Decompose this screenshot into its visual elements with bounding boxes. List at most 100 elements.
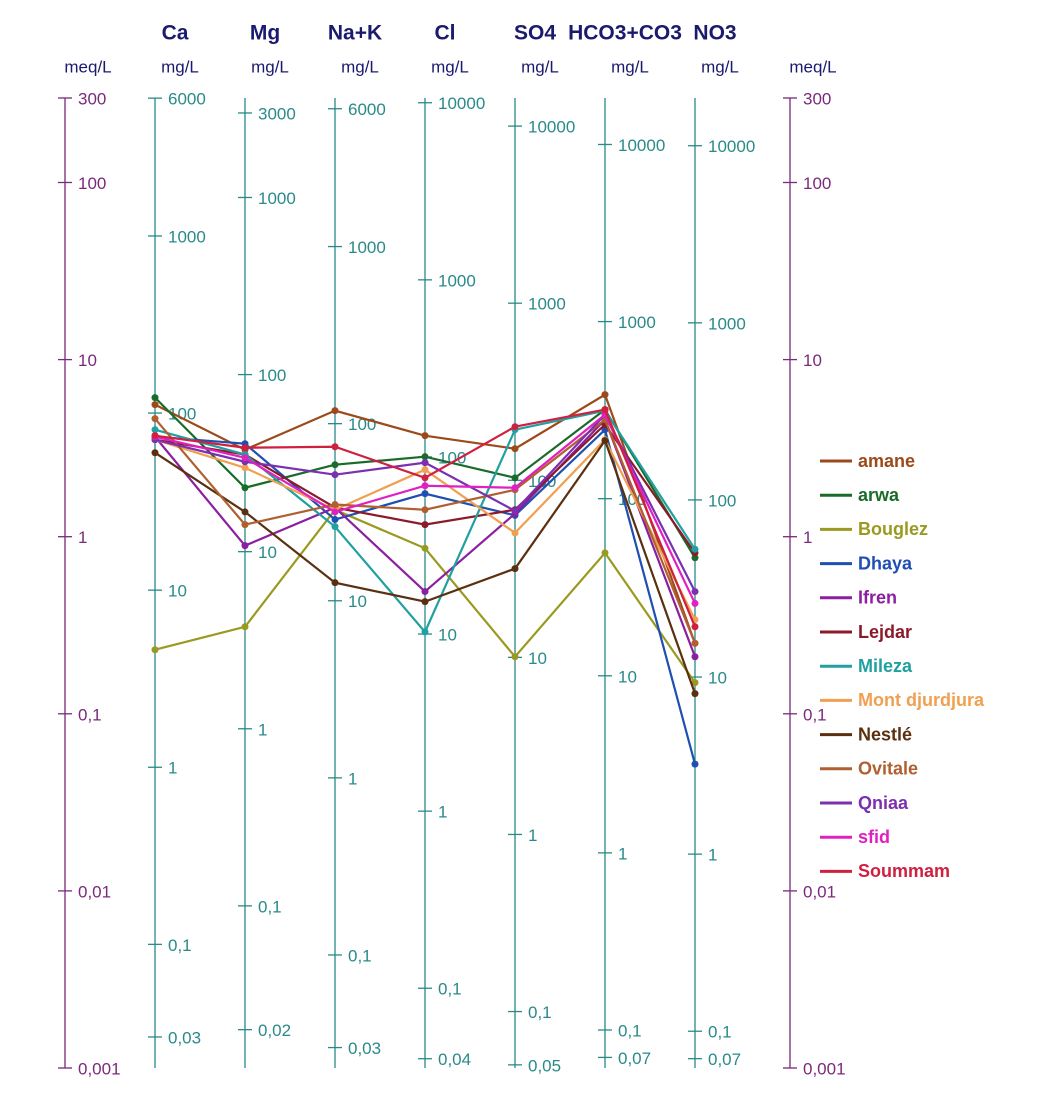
axis-unit: mg/L xyxy=(251,57,289,76)
legend-label: Bouglez xyxy=(858,519,928,539)
data-point xyxy=(511,565,519,573)
data-point xyxy=(691,639,699,647)
y-tick-label: 100 xyxy=(78,174,106,193)
data-point xyxy=(691,760,699,768)
data-point xyxy=(421,598,429,606)
y-tick-label: 1000 xyxy=(528,295,566,314)
data-point xyxy=(151,394,159,402)
legend-label: Ovitale xyxy=(858,759,918,779)
ion-label: SO4 xyxy=(514,22,556,45)
y-tick-label: 0,001 xyxy=(78,1059,121,1078)
data-point xyxy=(331,508,339,516)
data-point xyxy=(511,423,519,431)
data-point xyxy=(511,484,519,492)
axis-unit: mg/L xyxy=(341,57,379,76)
data-point xyxy=(601,406,609,414)
data-point xyxy=(331,461,339,469)
y-tick-label: 300 xyxy=(803,89,831,108)
y-tick-label: 0,07 xyxy=(708,1050,741,1069)
y-tick-label: 1 xyxy=(528,826,537,845)
y-tick-label: 1000 xyxy=(618,313,656,332)
y-tick-label: 1 xyxy=(168,759,177,778)
data-point xyxy=(421,506,429,514)
data-point xyxy=(151,449,159,457)
y-tick-label: 10 xyxy=(168,582,187,601)
axis-unit: mg/L xyxy=(161,57,199,76)
data-point xyxy=(421,432,429,440)
legend-label: arwa xyxy=(858,485,900,505)
data-point xyxy=(331,579,339,587)
ion-label: Na+K xyxy=(328,22,382,45)
y-tick-label: 10000 xyxy=(438,94,485,113)
y-tick-label: 0,1 xyxy=(528,1003,552,1022)
legend-label: amane xyxy=(858,451,915,471)
data-point xyxy=(691,588,699,596)
legend-label: Lejdar xyxy=(858,622,912,642)
axis-unit: meq/L xyxy=(64,57,111,76)
data-point xyxy=(691,690,699,698)
y-tick-label: 1 xyxy=(438,803,447,822)
data-point xyxy=(241,454,249,462)
data-point xyxy=(241,542,249,550)
y-tick-label: 10 xyxy=(708,669,727,688)
ion-label: HCO3+CO3 xyxy=(568,22,682,45)
axis-unit: mg/L xyxy=(611,57,649,76)
y-tick-label: 10 xyxy=(618,667,637,686)
y-tick-label: 0,07 xyxy=(618,1049,651,1068)
y-tick-label: 6000 xyxy=(348,100,386,119)
axis-unit: mg/L xyxy=(431,57,469,76)
data-point xyxy=(601,391,609,399)
axis-unit: mg/L xyxy=(701,57,739,76)
data-point xyxy=(151,401,159,409)
data-point xyxy=(691,679,699,687)
y-tick-label: 0,01 xyxy=(78,882,111,901)
y-tick-label: 0,1 xyxy=(258,897,282,916)
legend-label: Dhaya xyxy=(858,553,913,573)
data-point xyxy=(241,508,249,516)
legend-label: Soummam xyxy=(858,861,950,881)
data-point xyxy=(691,554,699,562)
y-tick-label: 0,1 xyxy=(618,1021,642,1040)
y-tick-label: 10000 xyxy=(528,118,575,137)
data-point xyxy=(151,415,159,423)
data-point xyxy=(151,432,159,440)
y-tick-label: 1 xyxy=(258,720,267,739)
y-tick-label: 0,03 xyxy=(168,1028,201,1047)
data-point xyxy=(241,521,249,529)
data-point xyxy=(421,474,429,482)
legend-label: Qniaa xyxy=(858,793,909,813)
data-point xyxy=(151,646,159,654)
y-tick-label: 0,1 xyxy=(78,705,102,724)
data-point xyxy=(331,471,339,479)
data-point xyxy=(421,588,429,596)
data-point xyxy=(331,516,339,524)
data-point xyxy=(241,464,249,472)
y-tick-label: 1 xyxy=(78,528,87,547)
legend-label: Mileza xyxy=(858,656,913,676)
data-point xyxy=(691,599,699,607)
data-point xyxy=(421,482,429,490)
y-tick-label: 1000 xyxy=(168,227,206,246)
y-tick-label: 0,04 xyxy=(438,1050,471,1069)
data-point xyxy=(421,453,429,461)
y-tick-label: 0,01 xyxy=(803,882,836,901)
data-point xyxy=(691,623,699,631)
y-tick-label: 10 xyxy=(803,351,822,370)
data-point xyxy=(511,507,519,515)
y-tick-label: 1000 xyxy=(438,271,476,290)
y-tick-label: 10 xyxy=(258,543,277,562)
y-tick-label: 10 xyxy=(528,649,547,668)
data-point xyxy=(691,545,699,553)
y-tick-label: 1 xyxy=(618,844,627,863)
axis-unit: meq/L xyxy=(789,57,836,76)
data-point xyxy=(421,490,429,498)
y-tick-label: 100 xyxy=(803,174,831,193)
y-tick-label: 300 xyxy=(78,89,106,108)
data-point xyxy=(511,653,519,661)
y-tick-label: 0,001 xyxy=(803,1059,846,1078)
y-tick-label: 0,1 xyxy=(803,705,827,724)
y-tick-label: 6000 xyxy=(168,90,206,109)
y-tick-label: 3000 xyxy=(258,104,296,123)
data-point xyxy=(331,407,339,415)
